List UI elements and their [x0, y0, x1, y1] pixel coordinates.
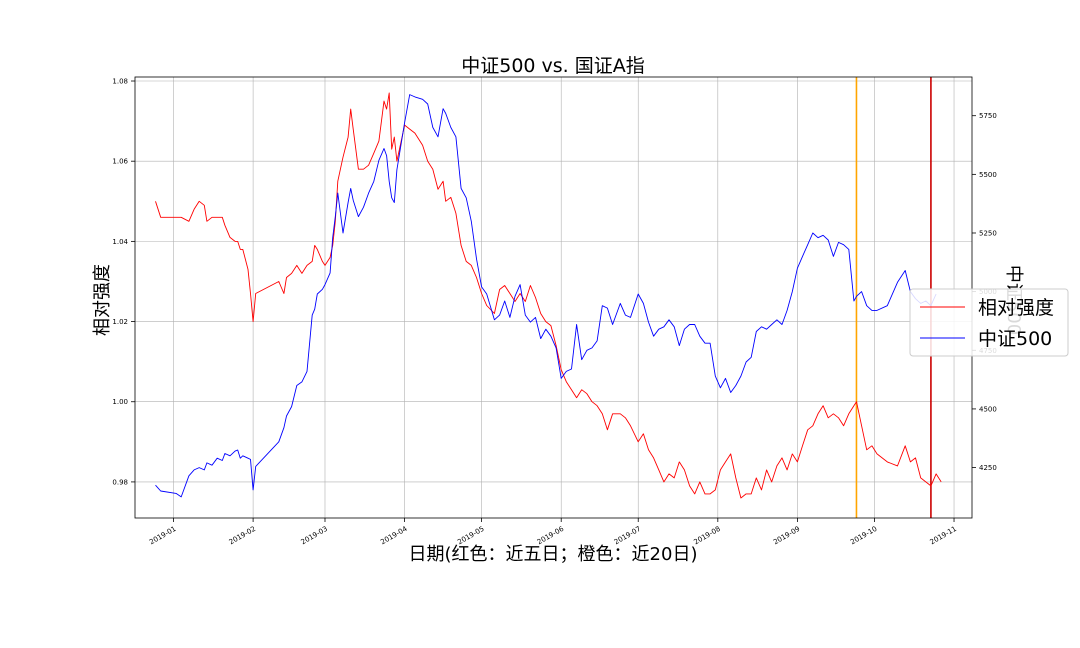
y-left-axis-ticks: 0.98 1.00 1.02 1.04 1.06 1.08 — [112, 78, 135, 486]
y-right-tick-label: 5250 — [979, 229, 997, 237]
y-right-tick-label: 5500 — [979, 171, 997, 179]
y-left-tick-label: 1.02 — [112, 318, 128, 326]
series-lines — [155, 92, 942, 499]
y-left-tick-label: 1.00 — [112, 398, 128, 406]
legend: 相对强度 中证500 — [909, 288, 1069, 357]
y-right-tick-label: 4500 — [979, 405, 997, 413]
y-right-tick-label: 5750 — [979, 112, 997, 120]
series-line-relative-strength — [155, 92, 942, 499]
chart-title: 中证500 vs. 国证A指 — [461, 55, 645, 77]
y-left-axis-label: 相对强度 — [92, 264, 113, 336]
series-line-csi500 — [155, 94, 937, 498]
x-axis-label: 日期(红色：近五日；橙色：近20日) — [409, 544, 698, 565]
legend-box — [909, 288, 1069, 357]
y-right-tick-label: 4250 — [979, 464, 997, 472]
y-left-tick-label: 0.98 — [112, 478, 128, 486]
y-left-tick-label: 1.08 — [112, 78, 128, 86]
legend-label-csi500: 中证500 — [978, 328, 1052, 350]
y-left-tick-label: 1.06 — [112, 158, 128, 166]
legend-label-relative-strength: 相对强度 — [978, 297, 1054, 319]
y-left-tick-label: 1.04 — [112, 238, 128, 246]
